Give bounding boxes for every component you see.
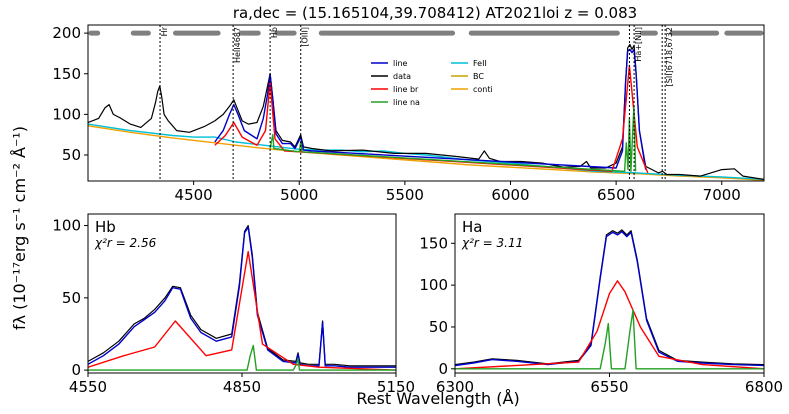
x-tick-label: 6300 [436, 378, 474, 396]
y-tick-label: 50 [62, 146, 81, 164]
series-line [88, 226, 396, 368]
line-marker-label: HeII4687 [233, 27, 242, 63]
series-conti [88, 125, 764, 181]
y-tick-label: 50 [62, 289, 81, 307]
series-line-br [455, 280, 764, 370]
panel-label: Hb [95, 218, 116, 236]
line-marker-label: Ha+[NII] [634, 27, 643, 62]
legend-label: BC [473, 72, 484, 81]
series-line-na [455, 309, 764, 370]
plot-area-Hb [88, 225, 396, 371]
series-line [214, 48, 647, 170]
series-line-na [88, 344, 396, 371]
line-marker-label: Hb [270, 27, 279, 38]
x-tick-label: 4850 [223, 378, 261, 396]
x-tick-label: 6550 [590, 378, 628, 396]
series-data [88, 225, 396, 367]
x-tick-label: 5000 [280, 186, 318, 204]
legend-label: FeII [473, 59, 487, 68]
chi2-label: χ²r = 2.56 [94, 236, 157, 250]
series-data [455, 229, 764, 366]
series-line-br [88, 250, 396, 371]
x-tick-label: 4500 [175, 186, 213, 204]
y-tick-label: 50 [429, 318, 448, 336]
y-axis-label: fλ (10⁻¹⁷erg s⁻¹ cm⁻² Å⁻¹) [10, 126, 29, 330]
y-tick-label: 100 [52, 217, 81, 235]
series-FeII [88, 123, 764, 181]
line-marker-label: [SII]6718,6732 [665, 27, 674, 86]
series-line-br [214, 64, 649, 174]
y-tick-label: 150 [419, 234, 448, 252]
line-marker-label: Hr [160, 26, 169, 36]
legend-label: data [393, 72, 411, 81]
panel-top: Hr HeII4687 Hb [OIII] Ha+[NII] [SII]6718,6732… [52, 24, 765, 204]
legend-label: line br [393, 85, 419, 94]
legend-label: conti [473, 85, 493, 94]
chi2-label: χ²r = 3.11 [461, 236, 523, 250]
y-tick-label: 0 [438, 360, 448, 378]
x-tick-label: 7000 [703, 186, 741, 204]
y-tick-label: 150 [52, 65, 81, 83]
x-tick-label: 5500 [386, 186, 424, 204]
x-tick-label: 4550 [69, 378, 107, 396]
x-axis-label: Rest Wavelength (Å) [356, 389, 519, 408]
y-tick-label: 200 [52, 24, 81, 42]
panel-label: Ha [462, 218, 482, 236]
series-line-na [269, 105, 637, 173]
axes-frame [87, 24, 765, 182]
plot-area-top [88, 25, 764, 181]
legend-label: line [393, 59, 408, 68]
plot-area-Ha [455, 229, 764, 370]
figure-title: ra,dec = (15.165104,39.708412) AT2021loi… [233, 4, 637, 22]
line-marker-label: [OIII] [301, 27, 310, 47]
x-tick-label: 5150 [377, 378, 415, 396]
x-tick-label: 6000 [491, 186, 529, 204]
y-tick-label: 0 [71, 361, 81, 379]
x-tick-label: 6800 [745, 378, 783, 396]
y-tick-label: 100 [52, 105, 81, 123]
legend-label: line na [393, 98, 420, 107]
y-tick-label: 100 [419, 276, 448, 294]
x-tick-label: 6500 [597, 186, 635, 204]
